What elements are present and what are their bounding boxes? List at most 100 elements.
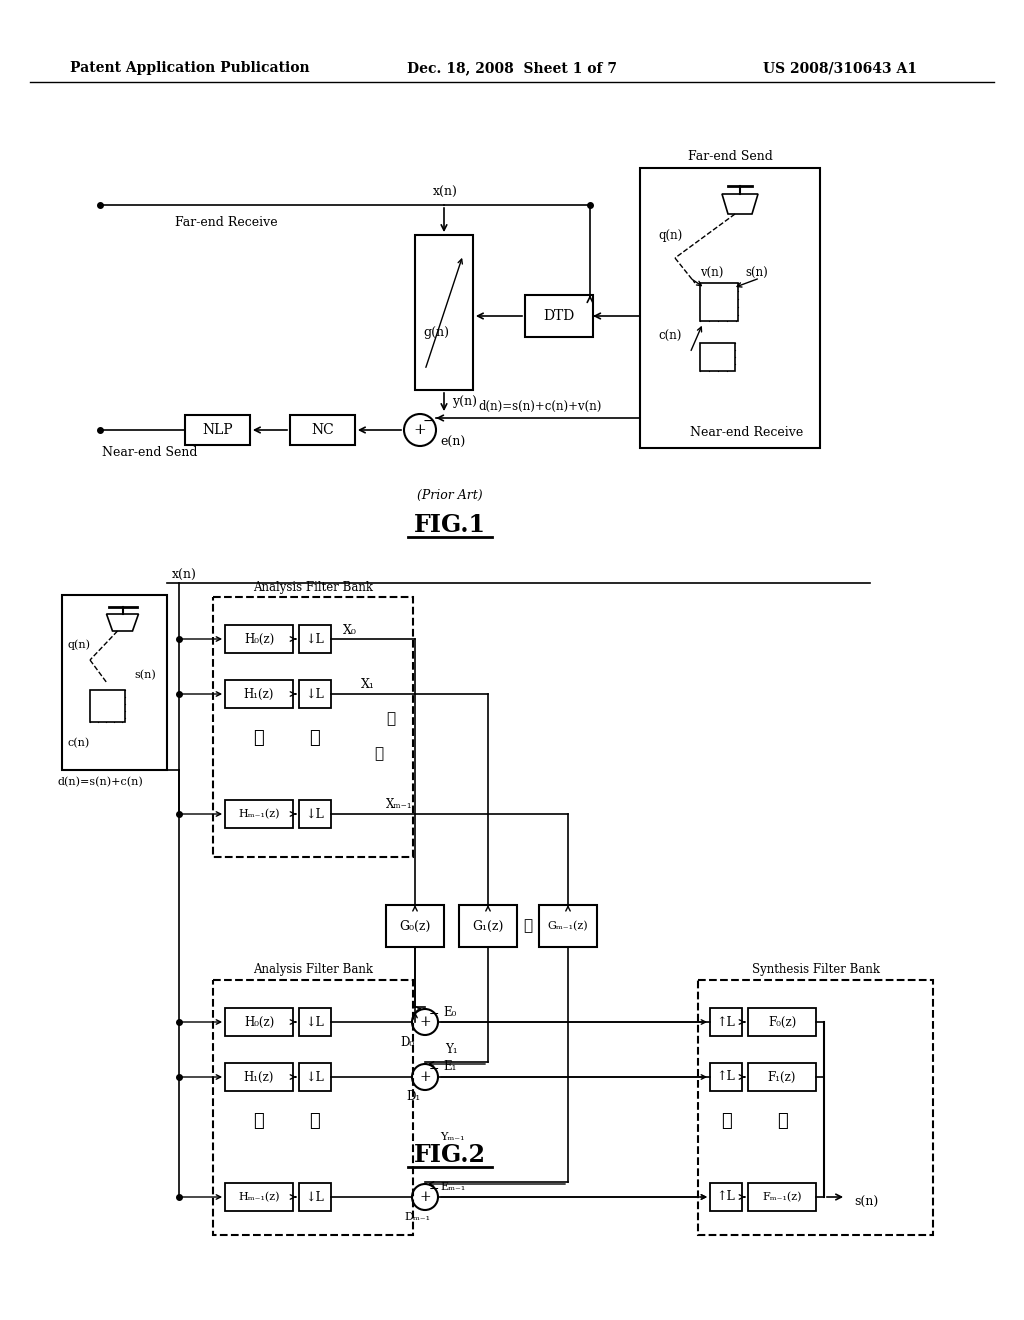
Text: ⋮: ⋮	[309, 729, 321, 747]
Text: (Prior Art): (Prior Art)	[417, 488, 482, 502]
Text: y(n): y(n)	[452, 396, 477, 408]
Bar	[225, 680, 293, 708]
Text: NLP: NLP	[202, 422, 232, 437]
Text: −: −	[423, 414, 434, 428]
Text: H₁(z): H₁(z)	[244, 688, 274, 701]
Text: Dₘ₋₁: Dₘ₋₁	[404, 1212, 430, 1222]
Text: X₁: X₁	[361, 678, 375, 692]
Text: ↑L: ↑L	[717, 1015, 735, 1028]
Text: Analysis Filter Bank: Analysis Filter Bank	[253, 964, 373, 977]
Text: q(n): q(n)	[67, 640, 90, 651]
Text: Hₘ₋₁(z): Hₘ₋₁(z)	[239, 1192, 280, 1203]
Text: D₁: D₁	[406, 1090, 420, 1104]
Text: +: +	[419, 1191, 431, 1204]
Bar	[748, 1183, 816, 1210]
Text: e(n): e(n)	[440, 436, 465, 449]
Text: c(n): c(n)	[658, 330, 681, 342]
Bar	[290, 414, 355, 445]
Bar	[299, 624, 331, 653]
Text: NC: NC	[311, 422, 334, 437]
Text: ⋮: ⋮	[309, 1111, 321, 1130]
Text: Far-end Receive: Far-end Receive	[175, 215, 278, 228]
Text: Yₘ₋₁: Yₘ₋₁	[440, 1133, 465, 1142]
Text: ↓L: ↓L	[305, 1015, 325, 1028]
Text: s(n): s(n)	[745, 267, 768, 280]
Bar	[62, 595, 167, 770]
Text: x(n): x(n)	[432, 186, 458, 198]
Bar	[748, 1063, 816, 1092]
Text: Synthesis Filter Bank: Synthesis Filter Bank	[752, 964, 880, 977]
Bar	[700, 343, 735, 371]
Text: US 2008/310643 A1: US 2008/310643 A1	[763, 61, 918, 75]
Bar	[299, 1183, 331, 1210]
Bar	[225, 800, 293, 828]
Text: ⋮: ⋮	[721, 1111, 731, 1130]
Bar	[225, 624, 293, 653]
Text: H₀(z): H₀(z)	[244, 632, 274, 645]
Text: Analysis Filter Bank: Analysis Filter Bank	[253, 581, 373, 594]
Bar	[299, 800, 331, 828]
Text: F₀(z): F₀(z)	[768, 1015, 796, 1028]
Text: E₀: E₀	[443, 1006, 457, 1019]
Text: ⋮: ⋮	[776, 1111, 787, 1130]
Bar	[710, 1063, 742, 1092]
Text: g(n): g(n)	[423, 326, 449, 339]
Text: c(n): c(n)	[67, 738, 89, 748]
Text: Dec. 18, 2008  Sheet 1 of 7: Dec. 18, 2008 Sheet 1 of 7	[407, 61, 617, 75]
Bar	[213, 597, 413, 857]
Text: +: +	[419, 1071, 431, 1084]
Text: FIG.2: FIG.2	[414, 1143, 486, 1167]
Bar	[698, 979, 933, 1236]
Text: s(n): s(n)	[134, 669, 156, 680]
Text: X₀: X₀	[343, 623, 357, 636]
Text: −: −	[429, 1007, 439, 1020]
Text: DTD: DTD	[544, 309, 574, 323]
Text: q(n): q(n)	[658, 230, 682, 243]
Text: ↓L: ↓L	[305, 688, 325, 701]
Text: Near-end Send: Near-end Send	[102, 446, 198, 458]
Text: FIG.1: FIG.1	[414, 513, 486, 537]
Text: Y₁: Y₁	[445, 1043, 458, 1056]
Text: E₁: E₁	[443, 1060, 457, 1073]
Text: −: −	[429, 1063, 439, 1076]
Bar	[225, 1063, 293, 1092]
Bar	[225, 1183, 293, 1210]
Bar	[525, 294, 593, 337]
Text: Far-end Send: Far-end Send	[687, 149, 772, 162]
Bar	[90, 690, 125, 722]
Text: +: +	[414, 422, 426, 437]
Text: Hₘ₋₁(z): Hₘ₋₁(z)	[239, 809, 280, 820]
Text: x(n): x(n)	[172, 569, 197, 582]
Text: G₀(z): G₀(z)	[399, 920, 431, 932]
Text: H₁(z): H₁(z)	[244, 1071, 274, 1084]
Text: ⋱: ⋱	[386, 711, 395, 726]
Text: F₁(z): F₁(z)	[768, 1071, 797, 1084]
Text: ↓L: ↓L	[305, 1191, 325, 1204]
Text: G₁(z): G₁(z)	[472, 920, 504, 932]
Text: +: +	[419, 1015, 431, 1030]
Text: ⋮: ⋮	[254, 729, 264, 747]
Bar	[415, 235, 473, 389]
Bar	[459, 906, 517, 946]
Text: Eₘ₋₁: Eₘ₋₁	[440, 1181, 465, 1192]
Bar	[185, 414, 250, 445]
Bar	[213, 979, 413, 1236]
Bar	[710, 1008, 742, 1036]
Text: ↓L: ↓L	[305, 808, 325, 821]
Text: d(n)=s(n)+c(n)+v(n): d(n)=s(n)+c(n)+v(n)	[478, 400, 602, 412]
Bar	[640, 168, 820, 447]
Text: s(n): s(n)	[854, 1196, 879, 1209]
Text: Near-end Receive: Near-end Receive	[690, 426, 803, 440]
Text: ↑L: ↑L	[717, 1071, 735, 1084]
Text: D₀: D₀	[400, 1035, 414, 1048]
Text: −: −	[429, 1183, 439, 1196]
Text: ↑L: ↑L	[717, 1191, 735, 1204]
Bar	[299, 1008, 331, 1036]
Bar	[700, 282, 738, 321]
Bar	[539, 906, 597, 946]
Text: ↓L: ↓L	[305, 632, 325, 645]
Text: v(n): v(n)	[700, 267, 723, 280]
Text: H₀(z): H₀(z)	[244, 1015, 274, 1028]
Text: Xₘ₋₁: Xₘ₋₁	[386, 799, 413, 812]
Bar	[225, 1008, 293, 1036]
